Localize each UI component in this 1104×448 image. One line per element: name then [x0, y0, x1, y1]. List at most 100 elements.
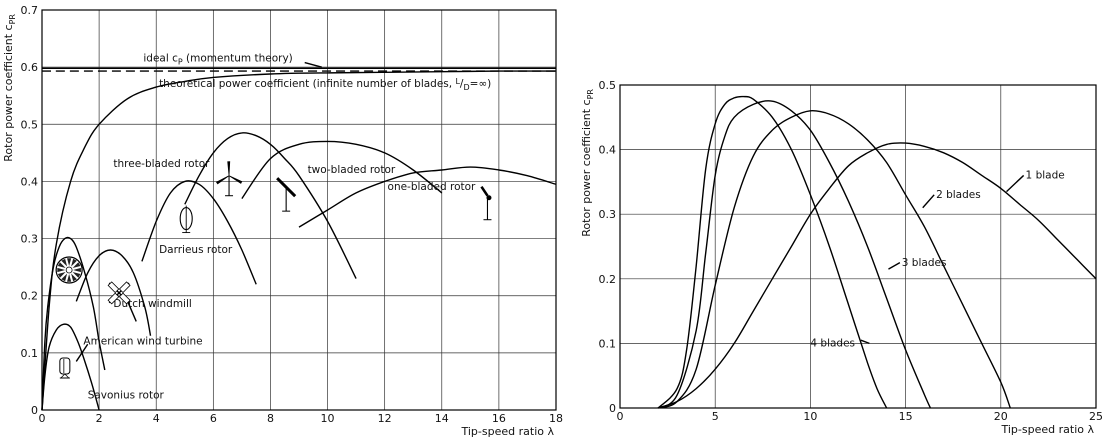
- one-bladed-icon: [480, 185, 492, 221]
- y-tick-label: 0.5: [599, 79, 617, 92]
- leader-2-blades: [922, 194, 935, 209]
- annotation-american: American wind turbine: [83, 335, 202, 347]
- american-turbine-icon-hub: [65, 266, 73, 274]
- annotation-savonius: Savonius rotor: [88, 390, 165, 402]
- dutch-windmill-icon-sail: [118, 281, 131, 294]
- x-tick-label: 12: [378, 412, 392, 425]
- leader-dutch: [127, 301, 137, 322]
- y-tick-label: 0.3: [21, 233, 39, 246]
- y-tick-label: 0.2: [599, 273, 617, 286]
- right-chart: 0 5 10 15 20 25 0 0.1 0.2 0.3 0.4 0.5 Tip-speed rati…: [580, 79, 1103, 436]
- y-axis-label: Rotor power coefficient cPR: [580, 89, 595, 237]
- series-darrieus-rotor: [141, 180, 257, 285]
- three-bladed-icon-blade: [227, 161, 231, 176]
- y-tick-label: 0.6: [21, 61, 39, 74]
- x-tick-label: 0: [617, 410, 624, 423]
- american-turbine-icon-blade: [73, 267, 81, 273]
- x-tick-label: 15: [899, 410, 913, 423]
- y-tick-label: 0.2: [21, 290, 39, 303]
- series-3-blades: [657, 100, 932, 409]
- savonius-icon-leg: [64, 373, 70, 379]
- y-tick-label: 0.7: [21, 4, 39, 17]
- savonius-icon-leg: [60, 373, 66, 379]
- annotation-theoretical-cp: theoretical power coefficient (infinite …: [159, 77, 491, 92]
- series-theoretical-power-coefficient-infinite-number-of-blades-l-d: [41, 70, 557, 411]
- x-tick-label: 2: [96, 412, 103, 425]
- series-savonius-rotor: [41, 323, 100, 411]
- annotation-one-bladed: one-bladed rotor: [388, 181, 477, 193]
- darrieus-icon: [179, 205, 193, 234]
- leader-american: [75, 343, 89, 362]
- three-bladed-icon-blade: [228, 175, 243, 184]
- x-tick-label: 18: [549, 412, 563, 425]
- leader-4-blades: [860, 339, 870, 345]
- annotation-ideal-cp: ideal cP (momentum theory): [143, 52, 292, 66]
- y-tick-label: 0.3: [599, 208, 617, 221]
- two-bladed-icon: [276, 177, 297, 212]
- x-tick-label: 14: [435, 412, 449, 425]
- leader-1-blade: [1006, 174, 1025, 193]
- annotation-2-blades: 2 blades: [936, 189, 981, 201]
- savonius-icon: [59, 357, 71, 379]
- y-tick-label: 0.5: [21, 118, 39, 131]
- american-turbine-icon-blade: [61, 258, 68, 267]
- american-turbine-icon-blade: [72, 272, 81, 278]
- one-bladed-icon-blade: [480, 185, 489, 197]
- x-tick-label: 10: [321, 412, 335, 425]
- dutch-windmill-icon: [107, 281, 131, 305]
- annotation-three-bladed: three-bladed rotor: [113, 158, 210, 170]
- x-tick-label: 0: [39, 412, 46, 425]
- dutch-windmill-icon-sail: [107, 281, 120, 294]
- y-axis-label: Rotor power coefficient cPR: [2, 14, 17, 162]
- annotation-4-blades: 4 blades: [810, 338, 855, 350]
- three-bladed-icon-blade: [215, 175, 230, 185]
- series-2-blades: [657, 110, 1011, 409]
- annotation-leader: [304, 61, 323, 68]
- y-tick-label: 0.4: [21, 175, 39, 188]
- annotation-1-blade: 1 blade: [1026, 170, 1065, 182]
- dutch-windmill-icon-arm: [107, 281, 131, 305]
- x-tick-label: 5: [712, 410, 719, 423]
- x-axis-label: Tip-speed ratio λ: [1001, 423, 1095, 436]
- two-bladed-icon-blade: [276, 177, 297, 198]
- x-tick-label: 25: [1089, 410, 1103, 423]
- dutch-windmill-icon-sail: [107, 292, 120, 305]
- annotation-3-blades: 3 blades: [902, 257, 947, 269]
- american-turbine-icon-blade: [67, 274, 72, 282]
- annotation-dutch: Dutch windmill: [113, 298, 191, 310]
- x-tick-label: 4: [153, 412, 160, 425]
- series-two-bladed-rotor: [241, 140, 443, 200]
- savonius-icon-drum: [59, 357, 71, 375]
- plot-frame: [41, 9, 557, 411]
- series-american-wind-turbine: [41, 236, 106, 411]
- series-three-bladed-rotor: [184, 132, 357, 279]
- x-tick-label: 10: [803, 410, 817, 423]
- american-turbine-icon-blade: [57, 272, 66, 278]
- american-turbine-icon-blade: [71, 273, 77, 282]
- y-tick-label: 0: [31, 404, 38, 417]
- american-turbine-icon-blade: [57, 267, 66, 273]
- x-tick-label: 16: [492, 412, 506, 425]
- american-turbine-icon-blade: [71, 258, 77, 267]
- y-tick-label: 0.1: [21, 347, 39, 360]
- plot-frame: [619, 84, 1097, 409]
- series-4-blades: [657, 95, 888, 409]
- american-turbine-icon-blade: [72, 262, 81, 268]
- three-bladed-icon: [215, 161, 243, 197]
- x-tick-label: 6: [210, 412, 217, 425]
- x-tick-label: 20: [994, 410, 1008, 423]
- dutch-windmill-icon-sail: [118, 292, 131, 305]
- annotation-two-bladed: two-bladed rotor: [308, 164, 396, 176]
- leader-3-blades: [888, 262, 901, 270]
- y-tick-label: 0.1: [599, 337, 617, 350]
- x-tick-label: 8: [267, 412, 274, 425]
- left-chart: 0 2 4 6 8 10 12 14 16 18 0 0.1 0.2 0.3 0.4 0.5 0.6 0.7 Tip…: [2, 4, 563, 438]
- american-turbine-icon-blade: [61, 273, 68, 282]
- series-dutch-windmill: [75, 249, 152, 336]
- y-tick-label: 0.4: [599, 144, 617, 157]
- american-turbine-icon-blade: [67, 258, 72, 266]
- x-axis-label: Tip-speed ratio λ: [461, 425, 555, 438]
- american-turbine-icon: [55, 256, 83, 284]
- american-turbine-icon-blade: [57, 262, 66, 268]
